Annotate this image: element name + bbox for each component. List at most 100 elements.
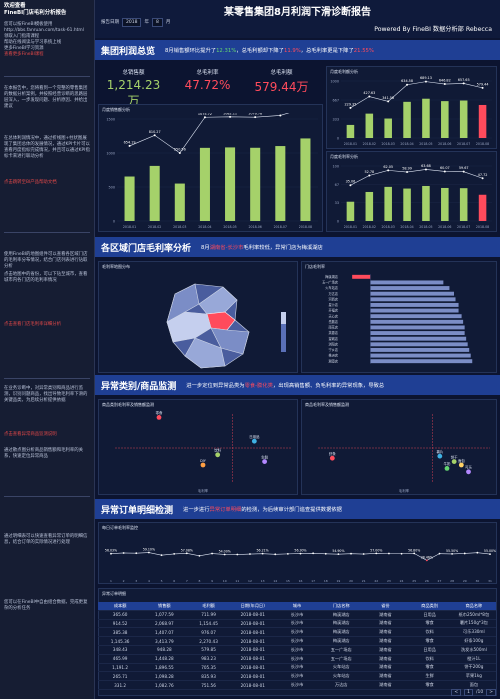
line-point bbox=[324, 552, 327, 555]
line-point bbox=[299, 552, 302, 555]
next-page-button[interactable]: > bbox=[486, 689, 496, 696]
kpi-margin-amount[interactable]: 总毛利额 579.44万 bbox=[249, 66, 314, 102]
data-label: 56.21% bbox=[257, 549, 269, 553]
table-row[interactable]: 331.2 1,082.76 751.56 2018-08-01 长沙市 万达店 湖南省 零食… bbox=[98, 681, 496, 690]
line-point bbox=[178, 151, 181, 154]
sidebar-para: 点击地图中的省份，可以下钻至城市，查看城市内各门店的毛利率情况 bbox=[4, 272, 88, 283]
section-banner-anomaly: 异常类别/商品监测 进一步定位到异常品类为零食-膨化类，出现高销售额、负毛利率的… bbox=[95, 375, 500, 395]
store-bar bbox=[370, 342, 468, 347]
x-tick-label: 14 bbox=[273, 579, 277, 583]
column-header[interactable]: 毛利额 bbox=[202, 602, 215, 608]
bar bbox=[149, 165, 160, 221]
product-monitor-link[interactable]: 点击查看异常商品监测说明 bbox=[4, 432, 57, 437]
column-header[interactable]: 成本额 bbox=[113, 602, 127, 608]
column-header[interactable]: 商品名称 bbox=[465, 602, 483, 608]
trend-line bbox=[350, 81, 483, 109]
divider bbox=[4, 378, 90, 379]
panel-product-monitor: 商品毛利率及销售额监测 毛利率 虾条 薯片 饼干 面包 牛奶 可乐 bbox=[301, 399, 497, 495]
divider bbox=[4, 496, 90, 497]
store-detail-link[interactable]: 点击查看门店毛利率详细分析 bbox=[4, 322, 62, 327]
month-select[interactable]: 8 bbox=[151, 17, 163, 27]
store-bar bbox=[370, 331, 465, 336]
table-row[interactable]: 1,191.2 1,896.55 705.35 2018-08-01 长沙市 火车站店 湖南… bbox=[98, 664, 496, 673]
table-cell: 饼干200g bbox=[464, 664, 484, 670]
column-header[interactable]: 日期(年月日) bbox=[240, 602, 265, 608]
x-tick-label: 30 bbox=[475, 579, 479, 583]
x-tick-label: 13 bbox=[261, 579, 265, 583]
section-heading: 异常订单明细检测 bbox=[101, 505, 174, 516]
prev-page-button[interactable]: < bbox=[451, 689, 462, 696]
table-cell: 日用品 bbox=[423, 646, 436, 652]
line-point bbox=[362, 553, 365, 555]
column-header[interactable]: 门店名称 bbox=[332, 602, 350, 608]
chart-monthly-margin-amount: 0 333 667 1000 2018-01 2018-02 2018-03 2018-04 2… bbox=[330, 76, 492, 146]
section-desc: 8月湖南省-长沙市毛利率较低，异常门店为梅溪湖店 bbox=[201, 245, 323, 251]
intro-link[interactable]: 查看更多FineBI课程 bbox=[4, 52, 44, 57]
table-cell: 914.52 bbox=[112, 620, 128, 626]
table-cell: 虾条100g bbox=[464, 638, 484, 644]
help-doc-link[interactable]: 点击跳转至BI产品帮助文档 bbox=[4, 180, 57, 185]
scatter-point bbox=[215, 452, 221, 458]
table-row[interactable]: 465.99 1,448.28 983.23 2018-08-01 长沙市 五一广场店 湖南… bbox=[98, 655, 496, 664]
column-header[interactable]: 商品类别 bbox=[421, 602, 439, 608]
table-cell: 薯片150g*3包 bbox=[459, 620, 488, 626]
column-header[interactable]: 城市 bbox=[292, 602, 302, 608]
x-tick-label: 2018-06 bbox=[249, 225, 262, 229]
intro-line: http://bbs.fanruan.com/task-61.html bbox=[4, 28, 84, 33]
x-axis-label: 毛利率 bbox=[399, 488, 410, 493]
x-tick-label: 16 bbox=[299, 579, 303, 583]
x-tick-label: 3 bbox=[135, 579, 137, 583]
data-label: 38.46% bbox=[421, 555, 433, 559]
line-point bbox=[463, 552, 466, 555]
line-point bbox=[387, 100, 390, 103]
line-point bbox=[236, 553, 239, 556]
x-tick-label: 19 bbox=[336, 579, 340, 583]
line-point bbox=[249, 553, 251, 555]
x-tick-label: 2018-01 bbox=[344, 225, 357, 229]
table-cell: 日用品 bbox=[423, 611, 436, 617]
line-point bbox=[375, 552, 378, 555]
column-header[interactable]: 省份 bbox=[381, 602, 390, 608]
hunan-map[interactable] bbox=[99, 272, 297, 372]
point-label: 虾条 bbox=[329, 451, 336, 456]
table-row[interactable]: 365.60 1,077.59 711.99 2018-08-01 长沙市 梅溪湖店 湖南省… bbox=[98, 611, 496, 620]
bar bbox=[459, 188, 468, 221]
table-row[interactable]: 914.52 2,068.97 1,154.45 2018-08-01 长沙市 梅溪湖店 湖… bbox=[98, 620, 496, 629]
x-tick-label: 27 bbox=[438, 579, 442, 583]
kpi-value: 47.72% bbox=[184, 78, 231, 92]
data-label: 55.50% bbox=[446, 549, 458, 553]
line-point bbox=[462, 82, 465, 85]
chart-daily-margin: 56.03%1 2 359.10%4 5 657.08%7 8 954.00%10 11 125… bbox=[105, 548, 496, 583]
table-row[interactable]: 348.43 948.28 579.85 2018-08-01 长沙市 五一广场店 湖南省 日… bbox=[98, 646, 496, 655]
line-point bbox=[476, 551, 479, 554]
scatter-point bbox=[200, 462, 206, 468]
kpi-margin-rate[interactable]: 总毛利率 47.72% bbox=[175, 66, 240, 102]
data-label: 59.67 bbox=[459, 166, 469, 170]
table-cell: 1,407.07 bbox=[155, 629, 174, 635]
column-header[interactable]: 销售额 bbox=[158, 602, 171, 608]
x-tick-label: 2018-05 bbox=[223, 225, 236, 229]
year-select[interactable]: 2018 bbox=[122, 17, 142, 27]
table-row[interactable]: 385.38 1,407.07 976.07 2018-08-01 长沙市 梅溪湖店 湖南省… bbox=[98, 628, 496, 638]
x-tick-label: 11 bbox=[235, 579, 239, 583]
table-row[interactable]: 1,145.36 3,413.79 2,270.43 2018-08-01 长沙市 梅溪湖… bbox=[98, 637, 496, 646]
x-tick-label: 2018-03 bbox=[382, 142, 395, 146]
sidebar-para: 使用FineBI的地图组件可以查看各区域门店的毛利率分布情况，结合门店列表进行钻… bbox=[4, 252, 88, 269]
sidebar-para: 在本报告中，您将看到一个完整的零售集团的数据分析案例，并按照经营诊断的思路层层深… bbox=[4, 86, 88, 109]
point-label: 薯片 bbox=[436, 449, 443, 454]
table-row[interactable]: 265.71 1,098.28 835.93 2018-08-01 长沙市 火车站店 湖南省… bbox=[98, 672, 496, 682]
line-point bbox=[481, 86, 484, 89]
panel-title: 每日订单毛利率监控 bbox=[102, 525, 138, 530]
kpi-total-sales[interactable]: 总销售额 1,214.23万 bbox=[101, 66, 166, 108]
line-point bbox=[349, 106, 352, 109]
table-cell: 火车站店 bbox=[332, 664, 350, 670]
store-bar bbox=[370, 308, 459, 313]
line-point bbox=[153, 134, 156, 137]
kpi-label: 总毛利额 bbox=[270, 70, 293, 76]
x-tick-label: 2018-04 bbox=[400, 225, 413, 229]
line-point bbox=[128, 144, 131, 147]
store-label: 梅溪湖店 bbox=[325, 274, 338, 279]
data-label: 1075.72 bbox=[198, 113, 212, 116]
page-number-input[interactable]: 1 bbox=[464, 689, 473, 696]
